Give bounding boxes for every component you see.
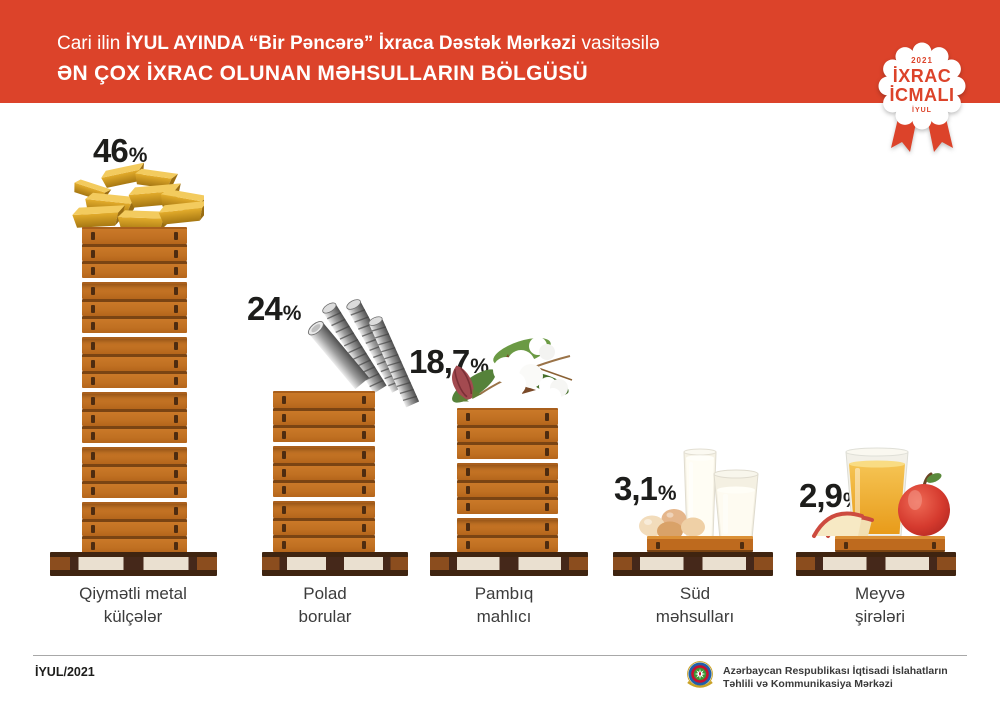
crate-slat: [273, 463, 375, 480]
crate-slat: [457, 518, 558, 535]
percent-sign: %: [657, 482, 677, 505]
badge-year: 2021: [911, 56, 933, 65]
page-title: ƏN ÇOX İXRAC OLUNAN MƏHSULLARIN BÖLGÜSÜ: [57, 62, 589, 85]
crate-slat: [82, 261, 187, 278]
crate-slat: [273, 480, 375, 497]
crate-slat: [82, 519, 187, 536]
category-line1: Meyvə: [854, 584, 906, 603]
category-label-steel: Polad borular: [240, 582, 410, 628]
pallet: [613, 552, 773, 576]
crate-slat: [273, 408, 375, 425]
crate-slat: [273, 501, 375, 518]
crate-slat: [273, 391, 375, 408]
crate-slat: [82, 282, 187, 299]
category-label-gold: Qiymətli metal külçələr: [48, 582, 218, 628]
header-subtitle-suffix: vasitəsilə: [576, 33, 660, 54]
header-subtitle: Cari ilin İYUL AYINDA “Bir Pəncərə” İxra…: [57, 33, 660, 55]
crate-slat: [273, 518, 375, 535]
percent-sign: %: [128, 144, 148, 167]
crate-slat: [82, 447, 187, 464]
crate-slat: [82, 316, 187, 333]
value-number: 46: [93, 132, 129, 169]
pallet: [262, 552, 408, 576]
crate-slat: [273, 446, 375, 463]
value-number: 24: [247, 290, 283, 327]
crate-stack-cotton: [457, 408, 558, 552]
footer-date: İYUL/2021: [35, 665, 95, 679]
category-line2: külçələr: [103, 607, 163, 626]
value-number: 2,9: [799, 477, 843, 514]
crate-slat: [82, 502, 187, 519]
category-line1: Pambıq: [474, 584, 534, 603]
crate-slat: [457, 535, 558, 552]
crate-slat: [82, 536, 187, 553]
header-subtitle-prefix: Cari ilin: [57, 33, 126, 54]
value-number: 3,1: [614, 470, 658, 507]
category-line1: Süd: [679, 584, 711, 603]
category-line2: borular: [298, 607, 352, 626]
crate-slat: [82, 354, 187, 371]
apple-slices: [812, 511, 874, 538]
crate-slat: [82, 371, 187, 388]
crate-stack-steel: [273, 391, 375, 552]
org-line1: Azərbaycan Respublikası İqtisadi İslahat…: [723, 665, 948, 677]
pallet: [430, 552, 588, 576]
azerbaijan-emblem-icon: [687, 661, 713, 688]
category-label-cotton: Pambıq mahlıcı: [419, 582, 589, 628]
gold-bars-icon: [71, 162, 204, 230]
crate-slat: [457, 442, 558, 459]
steel-rods-icon: [307, 296, 420, 408]
crate-slat: [457, 480, 558, 497]
badge-title-line1: İXRAC: [892, 66, 952, 86]
category-line2: mahlıcı: [476, 607, 532, 626]
crate-slat: [82, 392, 187, 409]
crate-tray-milk: [647, 536, 753, 552]
value-label-milk: 3,1%: [614, 470, 677, 508]
footer-divider: [33, 655, 967, 656]
cotton-boll: [493, 337, 568, 404]
header-band: Cari ilin İYUL AYINDA “Bir Pəncərə” İxra…: [0, 0, 1000, 103]
crate-slat: [82, 426, 187, 443]
badge-month: İYUL: [912, 107, 932, 114]
category-line2: şirələri: [854, 607, 906, 626]
juice-and-apple-icon: [812, 447, 950, 538]
crate-slat: [82, 481, 187, 498]
footer-organization: Azərbaycan Respublikası İqtisadi İslahat…: [723, 665, 948, 691]
badge-title-line2: İCMALI: [889, 85, 955, 105]
value-label-gold: 46%: [93, 132, 147, 170]
pallet: [796, 552, 956, 576]
category-label-juice: Meyvə şirələri: [795, 582, 965, 628]
crate-stack-gold: [82, 227, 187, 553]
crate-slat: [82, 244, 187, 261]
crate-slat: [273, 425, 375, 442]
percent-sign: %: [282, 302, 302, 325]
header-subtitle-bold: İYUL AYINDA “Bir Pəncərə” İxraca Dəstək …: [125, 33, 577, 54]
crate-slat: [457, 463, 558, 480]
category-label-milk: Süd məhsulları: [610, 582, 780, 628]
crate-slat: [82, 299, 187, 316]
cotton-icon: [452, 337, 573, 404]
cotton-bud: [452, 365, 482, 402]
category-line2: məhsulları: [655, 607, 735, 626]
export-review-badge: 2021 İXRAC İCMALI İYUL: [870, 36, 974, 158]
category-line1: Polad: [303, 584, 347, 603]
milk-and-eggs-icon: [639, 448, 759, 540]
crate-slat: [457, 408, 558, 425]
apple: [898, 472, 950, 536]
rosette-ribbon-icon: [878, 42, 966, 152]
category-line1: Qiymətli metal: [79, 584, 187, 603]
crate-slat: [82, 409, 187, 426]
crate-slat: [82, 337, 187, 354]
crate-slat: [457, 497, 558, 514]
value-label-steel: 24%: [247, 290, 301, 328]
crate-slat: [82, 227, 187, 244]
crate-slat: [273, 535, 375, 552]
crate-tray-juice: [835, 536, 945, 552]
crate-slat: [457, 425, 558, 442]
crate-slat: [82, 464, 187, 481]
org-line2: Təhlili və Kommunikasiya Mərkəzi: [723, 678, 893, 690]
eggs: [639, 509, 705, 540]
pallet: [50, 552, 217, 576]
